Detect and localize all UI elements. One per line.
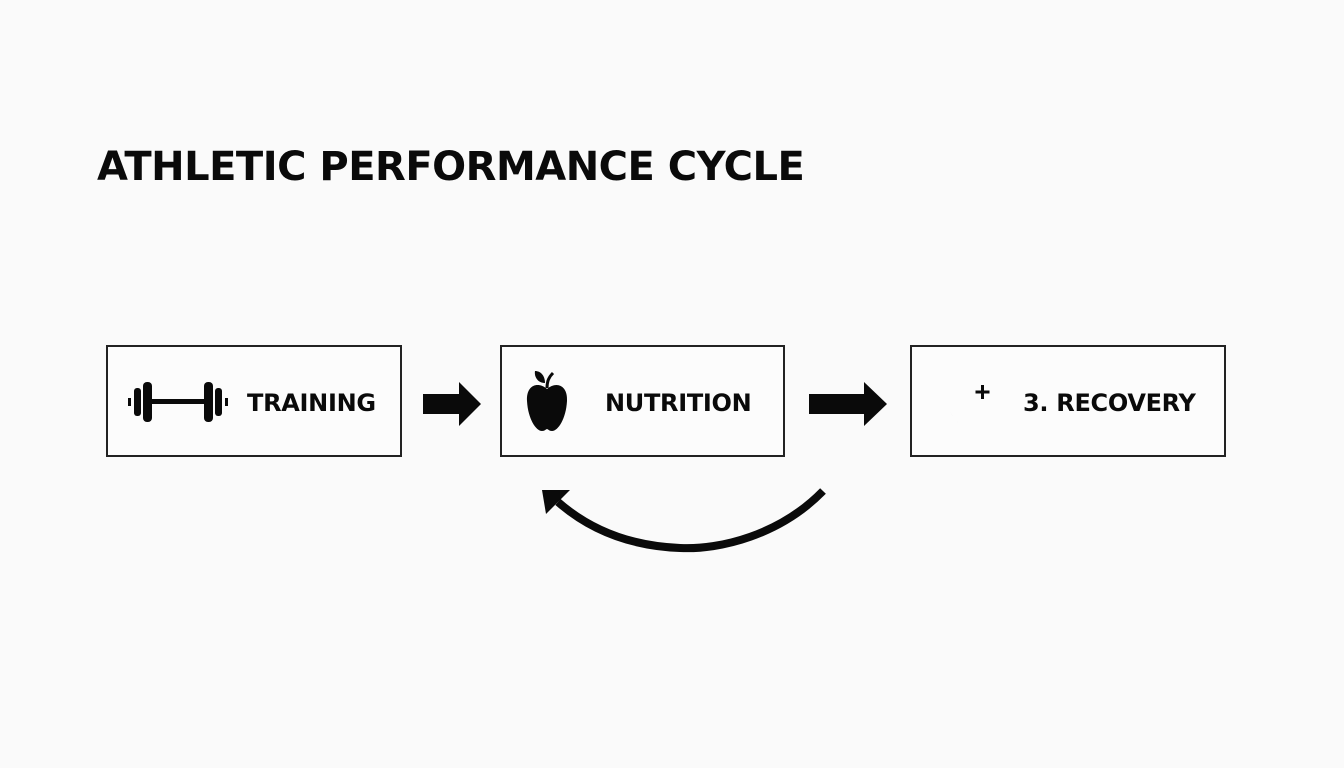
step-recovery: 3. RECOVERY — [910, 345, 1226, 457]
step-nutrition: NUTRITION — [500, 345, 785, 457]
arrow-training-to-nutrition — [423, 382, 481, 426]
arrow-cycle-back — [542, 488, 826, 553]
step-label: 3. RECOVERY — [1023, 389, 1196, 417]
diagram-title: ATHLETIC PERFORMANCE CYCLE — [97, 144, 805, 190]
step-label: TRAINING — [247, 389, 376, 417]
dumbbell-icon — [128, 382, 228, 422]
arrow-nutrition-to-recovery — [809, 382, 887, 426]
step-training: TRAINING — [106, 345, 402, 457]
apple-icon — [526, 371, 568, 431]
step-label: NUTRITION — [605, 389, 752, 417]
moon-plus-icon — [948, 377, 990, 431]
